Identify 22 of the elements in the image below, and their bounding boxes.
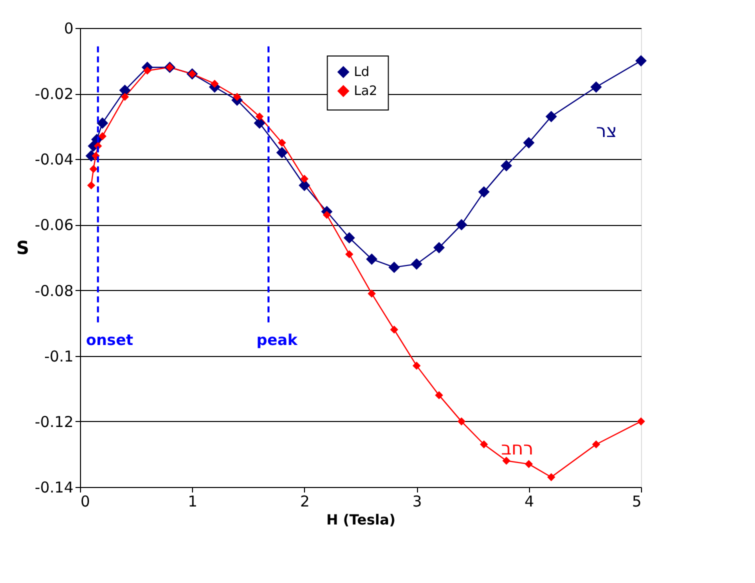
ref-line-label: peak xyxy=(256,331,299,350)
y-tick-label: -0.06 xyxy=(34,216,74,234)
x-axis-title: H (Tesla) xyxy=(326,512,396,528)
y-tick-label: -0.1 xyxy=(44,347,74,366)
legend-label: La2 xyxy=(354,84,378,100)
x-tick-label: 1 xyxy=(188,492,198,510)
x-tick-label: 0 xyxy=(80,492,90,510)
x-tick-label: 4 xyxy=(524,492,534,510)
legend-label: Ld xyxy=(354,65,370,80)
y-axis-title: S xyxy=(16,238,30,259)
y-tick-label: -0.04 xyxy=(34,150,74,169)
x-tick-label: 3 xyxy=(412,492,422,510)
annotation: צר xyxy=(596,121,617,142)
ref-line-label: onset xyxy=(86,331,134,350)
annotation: רחב xyxy=(501,438,534,460)
y-tick-label: -0.12 xyxy=(34,412,74,431)
x-tick-label: 5 xyxy=(632,492,642,510)
x-tick-label: 2 xyxy=(300,492,310,510)
y-tick-label: -0.08 xyxy=(34,282,74,300)
y-tick-label: -0.14 xyxy=(34,478,74,496)
y-tick-label: 0 xyxy=(64,20,74,38)
y-tick-label: -0.02 xyxy=(34,85,74,104)
